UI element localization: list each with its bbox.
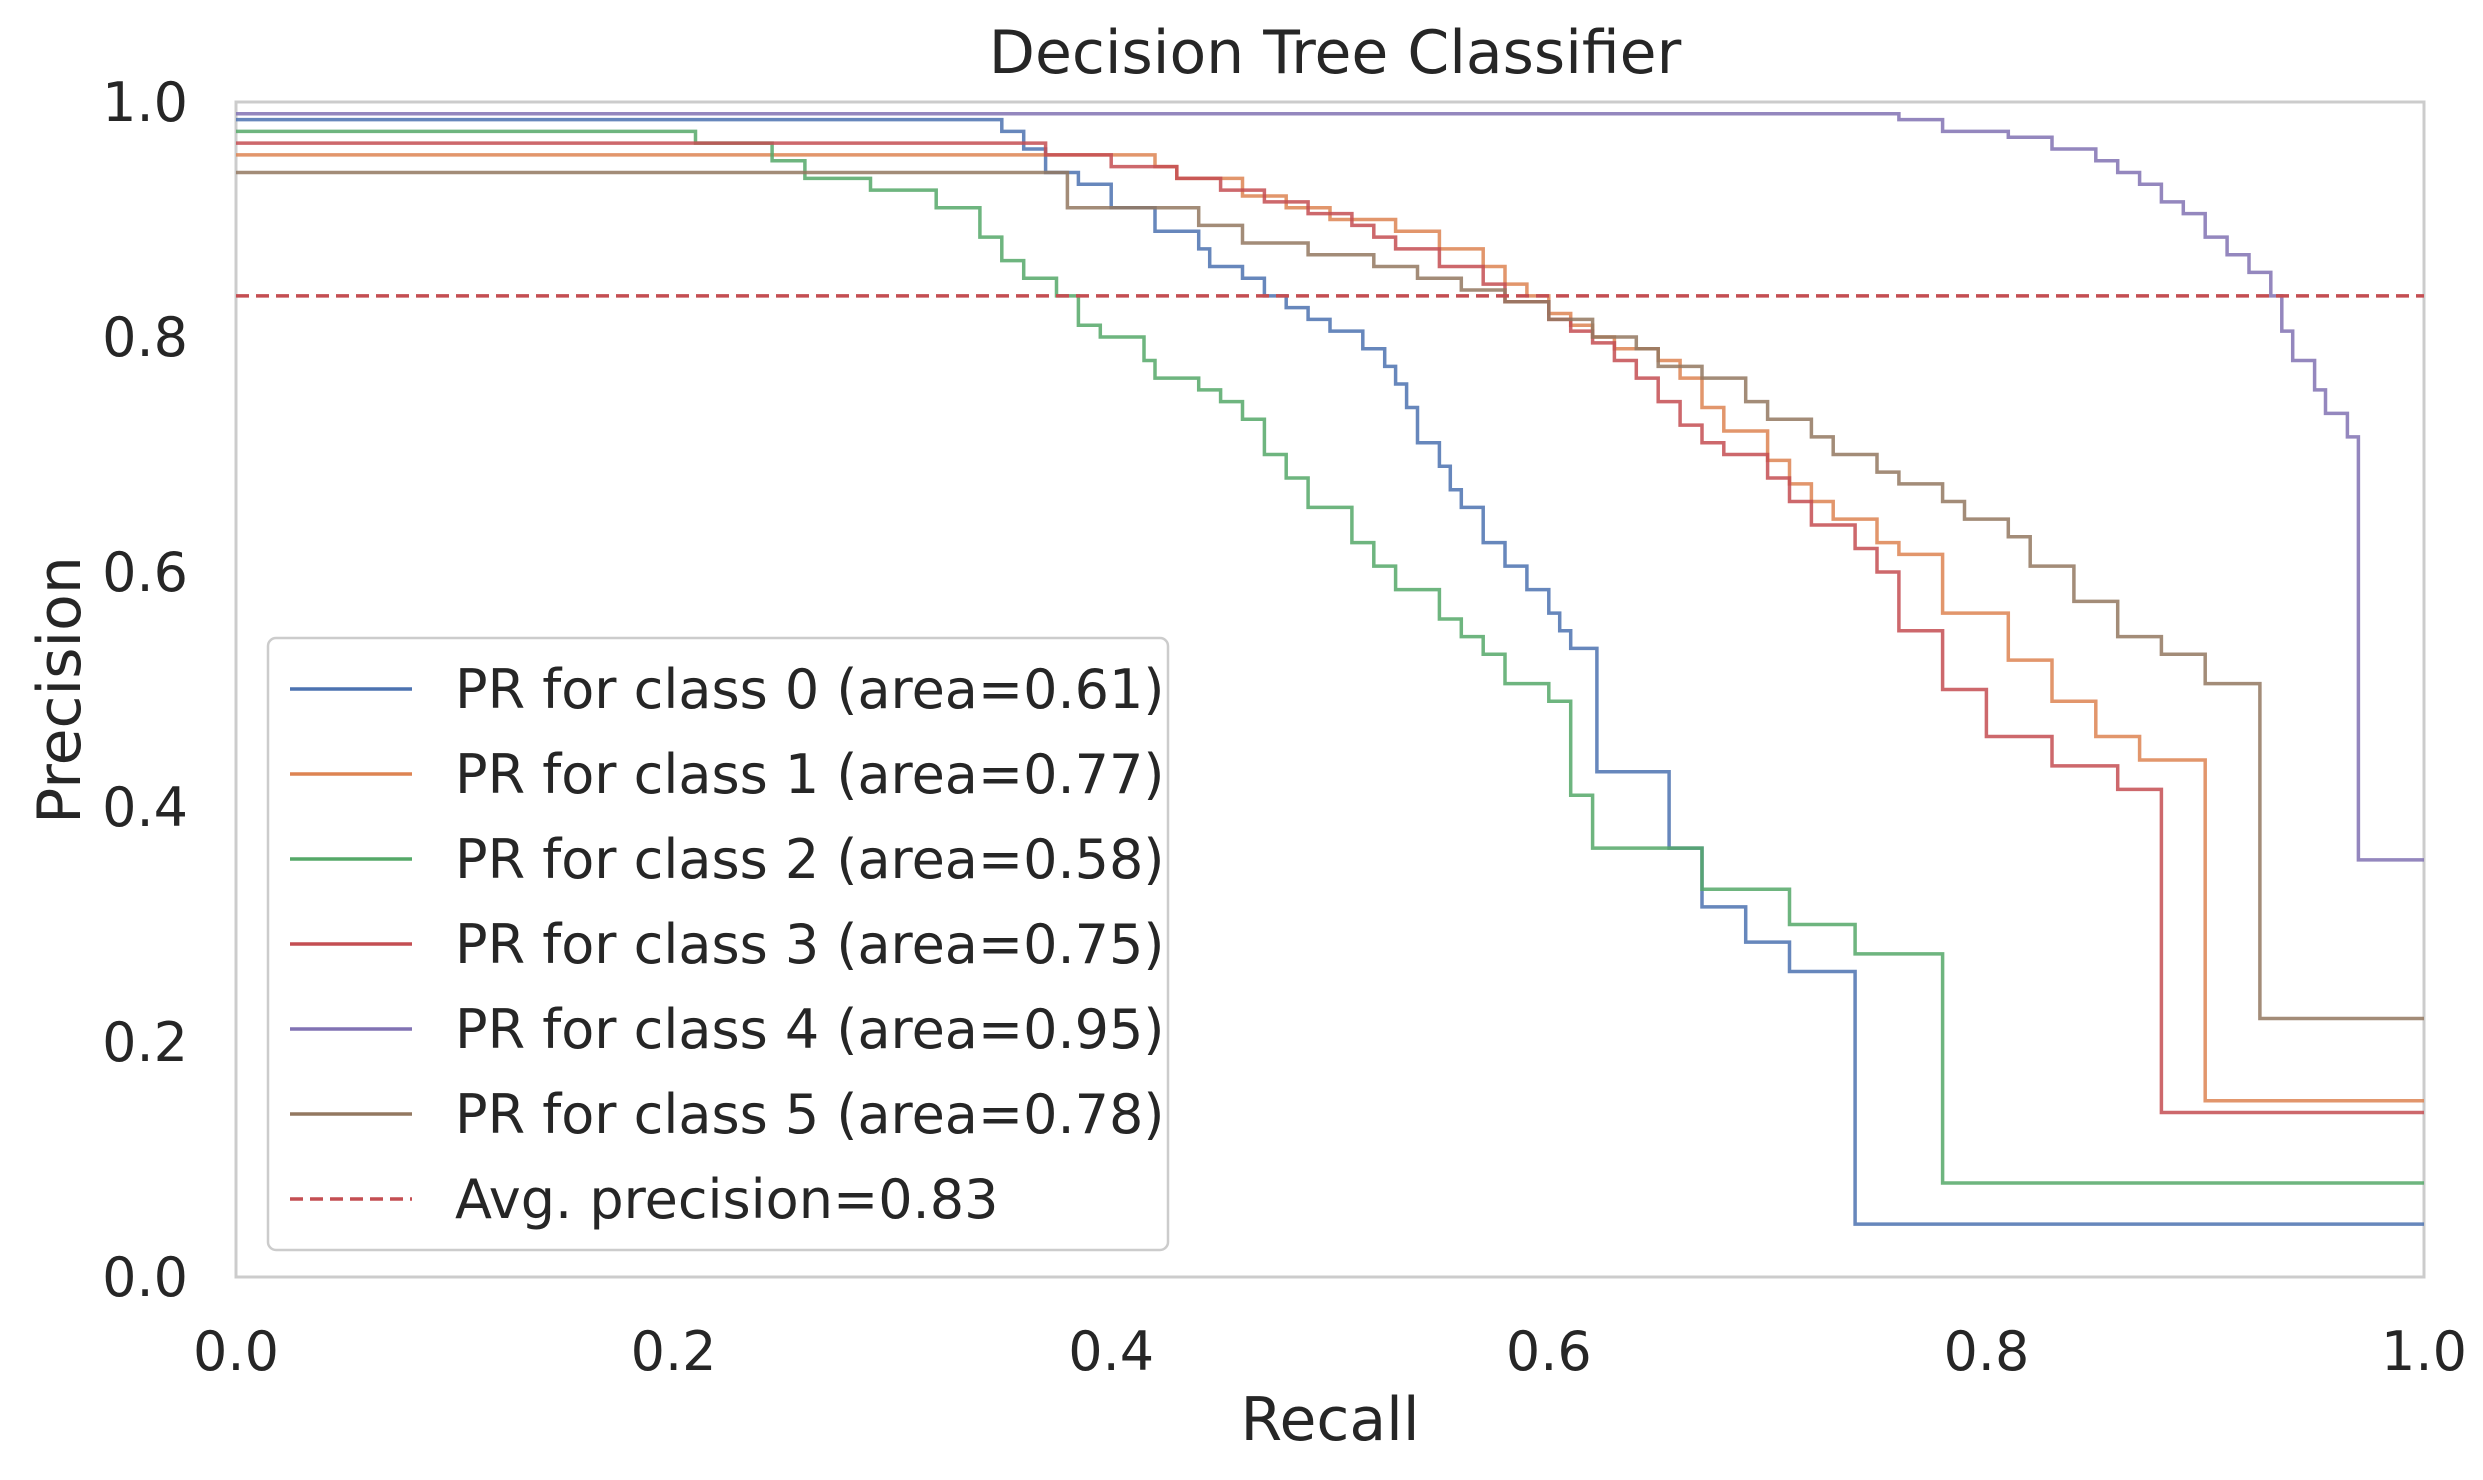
legend-label: PR for class 2 (area=0.58) <box>455 828 1164 891</box>
series-line-class-2 <box>236 129 2424 1185</box>
y-tick-label: 0.0 <box>102 1246 188 1309</box>
series-line-class-5 <box>236 170 2424 1021</box>
x-tick-labels: 0.0 0.2 0.4 0.6 0.8 1.0 <box>193 1320 2467 1383</box>
y-tick-label: 0.6 <box>102 541 188 604</box>
legend-label: PR for class 5 (area=0.78) <box>455 1083 1164 1146</box>
legend-label: PR for class 0 (area=0.61) <box>455 658 1164 721</box>
legend-label: PR for class 3 (area=0.75) <box>455 913 1164 976</box>
y-axis-label: Precision <box>25 556 95 824</box>
legend-box <box>266 636 1170 1252</box>
y-tick-label: 1.0 <box>102 71 188 134</box>
x-tick-label: 0.0 <box>193 1320 279 1383</box>
y-tick-label: 0.4 <box>102 776 188 839</box>
x-tick-label: 0.8 <box>1943 1320 2029 1383</box>
x-tick-label: 0.6 <box>1506 1320 1592 1383</box>
chart-title: Decision Tree Classifier <box>989 18 1682 88</box>
legend-label: PR for class 1 (area=0.77) <box>455 743 1164 806</box>
x-tick-label: 0.2 <box>631 1320 717 1383</box>
series-line-class-4 <box>236 112 2424 862</box>
series-layer <box>236 112 2424 1226</box>
legend: PR for class 0 (area=0.61) PR for class 1… <box>266 636 1170 1252</box>
series-line-class-1 <box>236 153 2424 1103</box>
legend-label: Avg. precision=0.83 <box>455 1168 998 1231</box>
x-tick-label: 1.0 <box>2381 1320 2467 1383</box>
x-tick-label: 0.4 <box>1068 1320 1154 1383</box>
x-axis-label: Recall <box>1240 1385 1419 1455</box>
series-line-class-0 <box>236 117 2424 1226</box>
legend-label: PR for class 4 (area=0.95) <box>455 998 1164 1061</box>
y-tick-labels: 0.0 0.2 0.4 0.6 0.8 1.0 <box>102 71 188 1309</box>
y-tick-label: 0.8 <box>102 306 188 369</box>
series-line-class-3 <box>236 141 2424 1115</box>
y-tick-label: 0.2 <box>102 1011 188 1074</box>
